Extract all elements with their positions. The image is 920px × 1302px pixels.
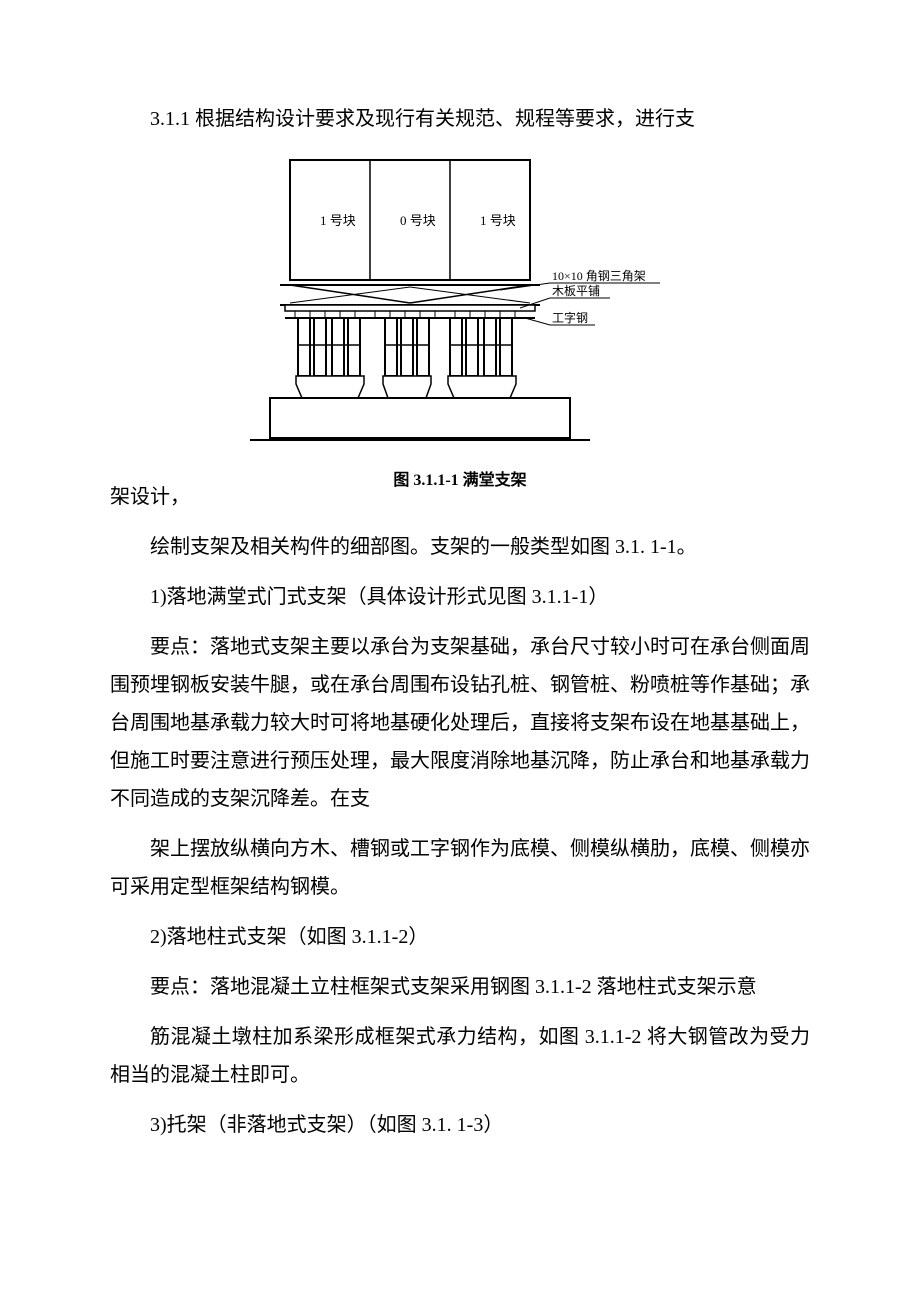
figure-3-1-1-1: 1 号块 0 号块 1 号块 [110, 150, 810, 496]
label-plank: 木板平铺 [552, 284, 600, 298]
leader-ibeam [525, 318, 550, 325]
ibeam-layer [285, 311, 535, 318]
figure-caption: 图 3.1.1-1 满堂支架 [393, 466, 526, 496]
piers [296, 318, 516, 398]
para-8: 3)托架（非落地式支架）（如图 3.1. 1-3） [110, 1106, 810, 1144]
para-4: 架上摆放纵横向方木、槽钢或工字钢作为底模、侧模纵横肋，底模、侧模亦可采用定型框架… [110, 830, 810, 906]
para-6: 要点：落地混凝土立柱框架式支架采用钢图 3.1.1-2 落地柱式支架示意 [110, 968, 810, 1006]
base-slab [270, 398, 570, 438]
figure-row: 1 号块 0 号块 1 号块 [110, 150, 810, 496]
label-ibeam: 工字钢 [552, 310, 588, 325]
para-2: 1)落地满堂式门式支架（具体设计形式见图 3.1.1-1） [110, 578, 810, 616]
para-7: 筋混凝土墩柱加系梁形成框架式承力结构，如图 3.1.1-2 将大钢管改为受力相当… [110, 1018, 810, 1094]
block-label-0: 0 号块 [400, 213, 436, 228]
para-3: 要点：落地式支架主要以承台为支架基础，承台尺寸较小时可在承台侧面周围预埋钢板安装… [110, 628, 810, 818]
plank-layer [285, 305, 535, 311]
block-label-1: 1 号块 [320, 213, 356, 228]
label-angle: 10×10 角钢三角架 [552, 269, 646, 283]
para-1: 绘制支架及相关构件的细部图。支架的一般类型如图 3.1. 1-1。 [110, 528, 810, 566]
block-label-2: 1 号块 [480, 213, 516, 228]
para-5: 2)落地柱式支架（如图 3.1.1-2） [110, 918, 810, 956]
figure-svg: 1 号块 0 号块 1 号块 [250, 150, 670, 460]
section-first-line: 3.1.1 根据结构设计要求及现行有关规范、规程等要求，进行支 [110, 100, 810, 138]
suffix-after-figure: 架设计， [110, 486, 190, 512]
